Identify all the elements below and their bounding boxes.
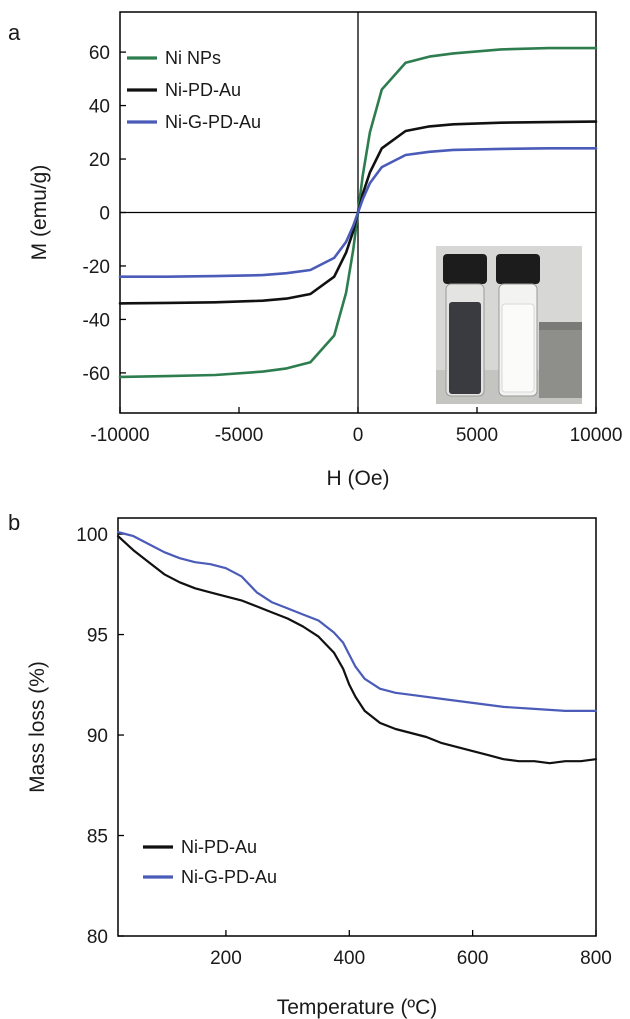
legend-label-2: Ni-G-PD-Au	[181, 867, 277, 887]
y-tick-label: 90	[87, 726, 108, 747]
panel-b-mass-loss-chart: 200 400 600 800 80 85 90 95 100 Temperature (ºC) M…	[26, 517, 612, 1019]
vial-cap-right	[496, 254, 540, 284]
legend-label-3: Ni-G-PD-Au	[165, 112, 261, 132]
panel-a-magnetization-chart: -10000 -5000 0 5000 10000 -60 -40 -20 0 20 40 60 H (…	[28, 11, 623, 490]
legend-label-1: Ni NPs	[165, 48, 221, 68]
y-tick-label: 20	[89, 150, 110, 171]
y-tick-label: -40	[83, 310, 110, 331]
y-tick-label: 80	[87, 927, 108, 948]
y-tick-label: 40	[89, 97, 110, 118]
magnet-block	[539, 322, 582, 398]
inset-photo	[436, 246, 582, 404]
vial-cap-left	[443, 254, 487, 284]
x-tick-label: 400	[333, 948, 365, 969]
x-tick-label: 10000	[570, 425, 623, 446]
magnet-top-edge	[539, 322, 582, 330]
legend-label-2: Ni-PD-Au	[165, 80, 241, 100]
y-tick-label: 0	[99, 204, 110, 225]
y-tick-label: -20	[83, 257, 110, 278]
plot-frame	[117, 517, 597, 937]
x-tick-label: 5000	[456, 425, 498, 446]
y-tick-label: 85	[87, 827, 108, 848]
x-tick-label: 0	[353, 425, 364, 446]
series-line-1	[116, 534, 598, 765]
series-line-3	[118, 147, 598, 279]
series-line-2	[116, 530, 598, 713]
x-tick-label: 600	[457, 948, 489, 969]
y-tick-label: 100	[76, 525, 108, 546]
y-tick-label: 60	[89, 43, 110, 64]
x-axis-label: Temperature (ºC)	[277, 996, 438, 1019]
x-tick-label: -10000	[90, 425, 149, 446]
y-tick-label: 95	[87, 626, 108, 647]
x-tick-label: -5000	[215, 425, 264, 446]
x-tick-label: 800	[580, 948, 612, 969]
x-axis-label: H (Oe)	[327, 467, 390, 490]
panel-label-b: b	[8, 510, 20, 535]
y-axis-label: M (emu/g)	[28, 165, 51, 261]
panel-label-a: a	[8, 20, 21, 45]
x-tick-label: 200	[210, 948, 242, 969]
vial-liquid-right	[501, 303, 535, 393]
legend-label-1: Ni-PD-Au	[181, 837, 257, 857]
vial-particles-left	[449, 302, 481, 394]
y-tick-label: -60	[83, 364, 110, 385]
y-axis-label: Mass loss (%)	[26, 661, 49, 793]
